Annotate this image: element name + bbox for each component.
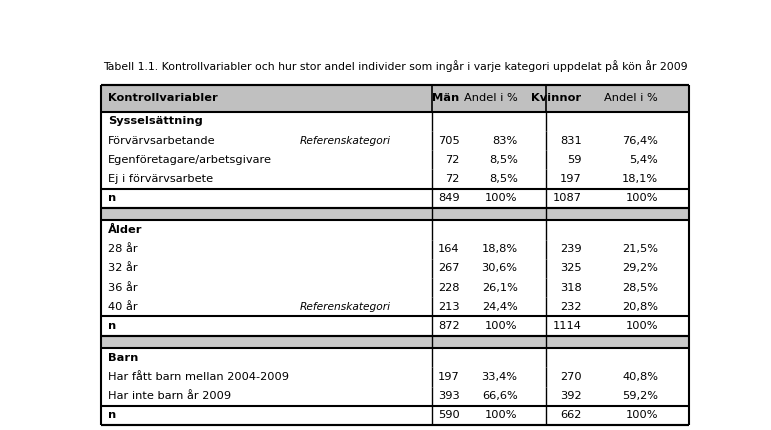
Text: 831: 831 xyxy=(560,136,581,146)
Bar xyxy=(101,112,689,131)
Text: 21,5%: 21,5% xyxy=(622,244,658,254)
Text: 8,5%: 8,5% xyxy=(489,155,517,165)
Text: Förvärvsarbetande: Förvärvsarbetande xyxy=(108,136,216,146)
Text: 239: 239 xyxy=(560,244,581,254)
Text: 28 år: 28 år xyxy=(108,244,138,254)
Text: 197: 197 xyxy=(438,372,460,382)
Text: Egenföretagare/arbetsgivare: Egenföretagare/arbetsgivare xyxy=(108,155,272,165)
Text: 164: 164 xyxy=(438,244,460,254)
Text: Tabell 1.1. Kontrollvariabler och hur stor andel individer som ingår i varje kat: Tabell 1.1. Kontrollvariabler och hur st… xyxy=(103,60,688,72)
Text: 18,8%: 18,8% xyxy=(482,244,517,254)
Text: Barn: Barn xyxy=(108,353,139,363)
Bar xyxy=(101,387,689,406)
Bar xyxy=(101,316,689,336)
Text: 30,6%: 30,6% xyxy=(482,264,517,273)
Text: 197: 197 xyxy=(560,174,581,184)
Text: Andel i %: Andel i % xyxy=(604,93,658,103)
Text: 228: 228 xyxy=(438,283,460,293)
Text: 849: 849 xyxy=(438,193,460,203)
Bar xyxy=(101,85,689,112)
Bar xyxy=(101,348,689,368)
Bar xyxy=(101,131,689,150)
Text: Referenskategori: Referenskategori xyxy=(299,136,391,146)
Text: 33,4%: 33,4% xyxy=(482,372,517,382)
Text: 872: 872 xyxy=(438,321,460,331)
Text: 1114: 1114 xyxy=(553,321,581,331)
Text: 590: 590 xyxy=(438,411,460,421)
Text: Män: Män xyxy=(433,93,460,103)
Text: 393: 393 xyxy=(438,391,460,401)
Bar xyxy=(101,189,689,208)
Text: Ej i förvärvsarbete: Ej i förvärvsarbete xyxy=(108,174,214,184)
Bar xyxy=(101,406,689,425)
Text: Kvinnor: Kvinnor xyxy=(531,93,581,103)
Text: 100%: 100% xyxy=(625,411,658,421)
Text: 705: 705 xyxy=(438,136,460,146)
Text: 318: 318 xyxy=(560,283,581,293)
Text: 20,8%: 20,8% xyxy=(622,302,658,312)
Text: 72: 72 xyxy=(446,174,460,184)
Text: 392: 392 xyxy=(560,391,581,401)
Text: 59,2%: 59,2% xyxy=(622,391,658,401)
Text: 72: 72 xyxy=(446,155,460,165)
Text: 100%: 100% xyxy=(625,321,658,331)
Text: Sysselsättning: Sysselsättning xyxy=(108,117,203,126)
Text: n: n xyxy=(108,411,116,421)
Text: 40 år: 40 år xyxy=(108,302,138,312)
Text: 270: 270 xyxy=(560,372,581,382)
Text: Kontrollvariabler: Kontrollvariabler xyxy=(108,93,218,103)
Bar xyxy=(101,169,689,189)
Text: 8,5%: 8,5% xyxy=(489,174,517,184)
Text: 100%: 100% xyxy=(485,193,517,203)
Text: 18,1%: 18,1% xyxy=(622,174,658,184)
Text: 29,2%: 29,2% xyxy=(622,264,658,273)
Bar xyxy=(101,297,689,316)
Text: Referenskategori: Referenskategori xyxy=(299,302,391,312)
Text: n: n xyxy=(108,193,116,203)
Bar xyxy=(101,368,689,387)
Text: 662: 662 xyxy=(561,411,581,421)
Text: 100%: 100% xyxy=(485,411,517,421)
Bar xyxy=(101,336,689,348)
Bar xyxy=(101,259,689,278)
Text: 325: 325 xyxy=(560,264,581,273)
Text: 267: 267 xyxy=(438,264,460,273)
Text: 76,4%: 76,4% xyxy=(622,136,658,146)
Text: Andel i %: Andel i % xyxy=(464,93,517,103)
Text: 100%: 100% xyxy=(485,321,517,331)
Text: 28,5%: 28,5% xyxy=(622,283,658,293)
Text: 40,8%: 40,8% xyxy=(622,372,658,382)
Text: 83%: 83% xyxy=(493,136,517,146)
Text: 36 år: 36 år xyxy=(108,283,138,293)
Bar xyxy=(101,150,689,169)
Text: 66,6%: 66,6% xyxy=(482,391,517,401)
Text: Har fått barn mellan 2004-2009: Har fått barn mellan 2004-2009 xyxy=(108,372,289,382)
Text: Har inte barn år 2009: Har inte barn år 2009 xyxy=(108,391,231,401)
Bar xyxy=(101,278,689,297)
Text: 232: 232 xyxy=(560,302,581,312)
Text: 100%: 100% xyxy=(625,193,658,203)
Text: 213: 213 xyxy=(438,302,460,312)
Text: 32 år: 32 år xyxy=(108,264,138,273)
Text: n: n xyxy=(108,321,116,331)
Text: 24,4%: 24,4% xyxy=(482,302,517,312)
Text: 26,1%: 26,1% xyxy=(482,283,517,293)
Text: 1087: 1087 xyxy=(553,193,581,203)
Text: 5,4%: 5,4% xyxy=(629,155,658,165)
Bar xyxy=(101,208,689,221)
Text: 59: 59 xyxy=(567,155,581,165)
Bar xyxy=(101,240,689,259)
Bar xyxy=(101,221,689,240)
Text: Ålder: Ålder xyxy=(108,225,143,235)
